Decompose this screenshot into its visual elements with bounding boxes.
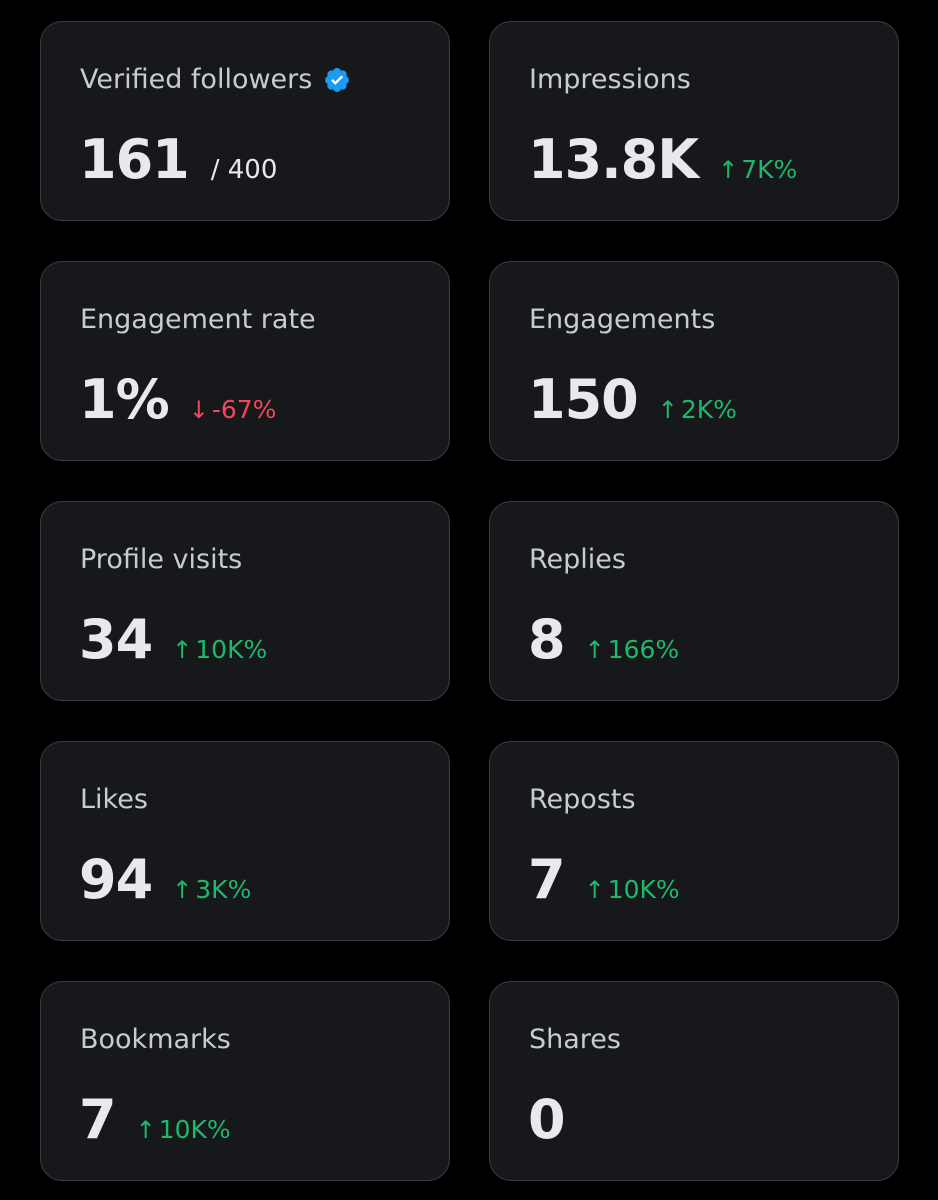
verified-badge-icon xyxy=(323,66,351,94)
arrow-up-icon: ↑ xyxy=(135,1116,156,1144)
metric-value-row: 34 ↑ 10K% xyxy=(79,608,267,672)
arrow-up-icon: ↑ xyxy=(584,876,605,904)
metric-change-value: 2K% xyxy=(680,395,737,424)
metric-value: 161 xyxy=(79,128,190,191)
metric-value: 7 xyxy=(79,1088,117,1151)
metric-label: Impressions xyxy=(529,64,691,95)
metric-change-value: -67% xyxy=(211,395,277,424)
metric-value-row: 94 ↑ 3K% xyxy=(79,848,251,912)
metric-value-row: 7 ↑ 10K% xyxy=(79,1088,231,1152)
metric-change: ↑ 10K% xyxy=(172,635,267,664)
metric-change: ↑ 166% xyxy=(585,635,680,664)
arrow-down-icon: ↓ xyxy=(188,396,209,424)
metric-value: 8 xyxy=(528,608,566,671)
arrow-up-icon: ↑ xyxy=(584,636,605,664)
metric-value: 1% xyxy=(79,368,170,431)
metric-value: 0 xyxy=(528,1088,566,1151)
metric-change-value: 166% xyxy=(607,635,680,664)
metric-value-row: 7 ↑ 10K% xyxy=(528,848,680,912)
metric-value-row: 1% ↓ -67% xyxy=(79,368,276,432)
metric-label: Bookmarks xyxy=(80,1024,231,1055)
metric-label: Replies xyxy=(529,544,626,575)
arrow-up-icon: ↑ xyxy=(657,396,678,424)
metric-label-row: Verified followers xyxy=(80,62,351,98)
metric-change: ↓ -67% xyxy=(189,395,277,424)
metric-change-value: 10K% xyxy=(607,875,680,904)
metric-value: 150 xyxy=(528,368,639,431)
metric-value: 34 xyxy=(79,608,153,671)
metric-change: ↑ 3K% xyxy=(172,875,251,904)
metric-change: ↑ 2K% xyxy=(658,395,737,424)
metric-card-impressions[interactable]: Impressions 13.8K ↑ 7K% xyxy=(489,21,899,221)
metric-card-likes[interactable]: Likes 94 ↑ 3K% xyxy=(40,741,450,941)
metric-value: 7 xyxy=(528,848,566,911)
metric-label: Shares xyxy=(529,1024,621,1055)
metric-change: ↑ 10K% xyxy=(136,1115,231,1144)
metric-value-row: 8 ↑ 166% xyxy=(528,608,679,672)
metric-card-bookmarks[interactable]: Bookmarks 7 ↑ 10K% xyxy=(40,981,450,1181)
metric-card-verified-followers[interactable]: Verified followers 161 / 400 xyxy=(40,21,450,221)
metric-label: Verified followers xyxy=(80,64,313,95)
arrow-up-icon: ↑ xyxy=(172,876,193,904)
metric-change-value: 7K% xyxy=(741,155,798,184)
metric-card-shares[interactable]: Shares 0 xyxy=(489,981,899,1181)
metric-card-engagement-rate[interactable]: Engagement rate 1% ↓ -67% xyxy=(40,261,450,461)
metric-label: Engagement rate xyxy=(80,304,316,335)
metric-goal: / 400 xyxy=(210,155,278,185)
metrics-grid: Verified followers 161 / 400 Impressions… xyxy=(40,21,899,1181)
metric-label: Likes xyxy=(80,784,148,815)
metric-change: ↑ 7K% xyxy=(718,155,797,184)
metric-label: Engagements xyxy=(529,304,716,335)
metric-change-value: 10K% xyxy=(195,635,268,664)
metric-label: Profile visits xyxy=(80,544,243,575)
metric-card-profile-visits[interactable]: Profile visits 34 ↑ 10K% xyxy=(40,501,450,701)
arrow-up-icon: ↑ xyxy=(172,636,193,664)
metric-change-value: 10K% xyxy=(158,1115,231,1144)
metric-value-row: 161 / 400 xyxy=(79,128,277,192)
metric-card-engagements[interactable]: Engagements 150 ↑ 2K% xyxy=(489,261,899,461)
metric-change-value: 3K% xyxy=(195,875,252,904)
metric-value-row: 0 xyxy=(528,1088,566,1152)
metric-value: 94 xyxy=(79,848,153,911)
metric-card-reposts[interactable]: Reposts 7 ↑ 10K% xyxy=(489,741,899,941)
metric-change: ↑ 10K% xyxy=(585,875,680,904)
metric-value: 13.8K xyxy=(528,128,699,191)
metric-card-replies[interactable]: Replies 8 ↑ 166% xyxy=(489,501,899,701)
metric-label: Reposts xyxy=(529,784,636,815)
metric-value-row: 13.8K ↑ 7K% xyxy=(528,128,797,192)
metric-value-row: 150 ↑ 2K% xyxy=(528,368,737,432)
arrow-up-icon: ↑ xyxy=(718,156,739,184)
